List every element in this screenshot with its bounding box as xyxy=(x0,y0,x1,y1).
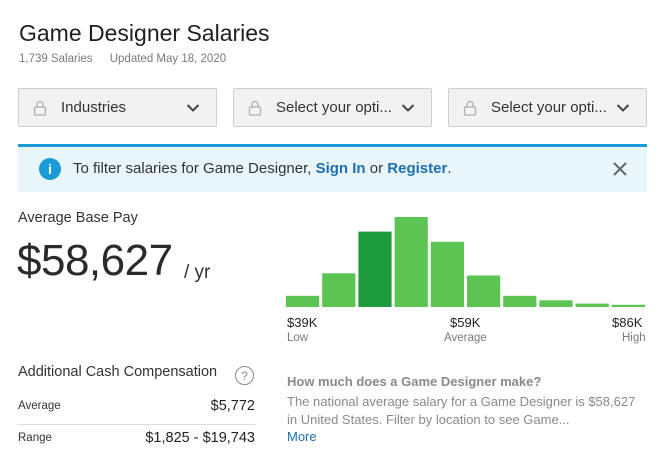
histogram-bar xyxy=(575,303,609,307)
filter-dropdown-3[interactable]: Select your opti... xyxy=(448,88,647,127)
average-base-pay-value: $58,627 xyxy=(17,236,173,285)
updated-date: Updated May 18, 2020 xyxy=(109,53,227,65)
close-icon[interactable] xyxy=(612,161,628,177)
tick-high-value: $86K xyxy=(612,315,643,330)
histogram-bar xyxy=(503,295,537,307)
lock-icon xyxy=(33,100,47,116)
page-title: Game Designer Salaries xyxy=(19,20,270,46)
additional-cash-label: Additional Cash Compensation xyxy=(18,364,218,380)
histogram-bar xyxy=(467,275,501,307)
tick-high-label: High xyxy=(622,332,646,344)
filter-dropdown-3-label: Select your opti... xyxy=(491,99,607,116)
histogram-bar xyxy=(358,231,392,307)
tick-average-label: Average xyxy=(444,332,487,344)
histogram-bar xyxy=(611,304,645,307)
divider xyxy=(18,424,255,425)
sign-in-link[interactable]: Sign In xyxy=(315,160,366,177)
average-base-pay-label: Average Base Pay xyxy=(18,210,138,226)
page-meta: 1,739 Salaries Updated May 18, 2020 xyxy=(19,53,226,65)
tick-low-label: Low xyxy=(287,332,309,344)
chevron-down-icon xyxy=(186,103,200,112)
filter-dropdown-2-label: Select your opti... xyxy=(276,99,392,116)
histogram-bar xyxy=(394,217,428,307)
row-label: Average xyxy=(18,400,61,412)
banner-message: To filter salaries for Game Designer, Si… xyxy=(73,160,451,177)
tick-low-value: $39K xyxy=(287,315,318,330)
row-value: $1,825 - $19,743 xyxy=(145,430,255,446)
industries-dropdown[interactable]: Industries xyxy=(18,88,217,127)
pay-unit: / yr xyxy=(184,262,211,283)
help-icon[interactable]: ? xyxy=(235,366,254,385)
salary-histogram xyxy=(286,217,645,307)
filter-dropdown-2[interactable]: Select your opti... xyxy=(233,88,432,127)
histogram-bar xyxy=(286,295,320,307)
more-link[interactable]: More xyxy=(287,429,317,444)
register-link[interactable]: Register xyxy=(387,160,448,177)
histogram-bar xyxy=(322,273,356,307)
lock-icon xyxy=(248,100,262,116)
compensation-row-average: Average $5,772 xyxy=(18,398,255,414)
row-label: Range xyxy=(18,432,52,444)
chevron-down-icon xyxy=(616,103,630,112)
row-value: $5,772 xyxy=(210,398,255,414)
industries-dropdown-label: Industries xyxy=(61,99,127,116)
info-icon: i xyxy=(39,157,61,180)
banner-suffix: . xyxy=(447,160,452,177)
faq-answer: The national average salary for a Game D… xyxy=(287,394,636,427)
salary-count: 1,739 Salaries xyxy=(19,53,93,65)
chevron-down-icon xyxy=(401,103,415,112)
histogram-bar xyxy=(430,241,464,307)
banner-prefix: To filter salaries for Game Designer, xyxy=(73,160,316,177)
banner-or: or xyxy=(365,160,388,177)
tick-average-value: $59K xyxy=(450,315,481,330)
faq-question: How much does a Game Designer make? xyxy=(287,374,542,389)
sign-in-banner: i To filter salaries for Game Designer, … xyxy=(18,144,647,192)
lock-icon xyxy=(463,100,477,116)
compensation-row-range: Range $1,825 - $19,743 xyxy=(18,430,255,446)
histogram-bar xyxy=(539,300,573,307)
